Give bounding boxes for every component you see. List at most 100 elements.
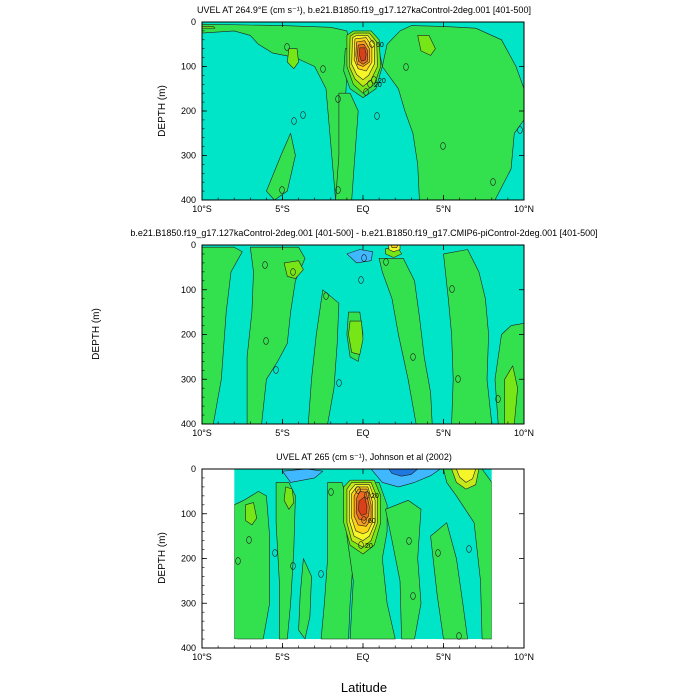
- y-tick-label: 0: [191, 17, 196, 27]
- y-tick-label: 0: [191, 240, 196, 250]
- contour-region-pos1: [443, 469, 493, 640]
- contour-region-neg1: [370, 469, 441, 488]
- y-tick-label: 400: [181, 643, 196, 653]
- contour-line-label-mark: [361, 254, 367, 262]
- contour-line-label-mark: [284, 43, 290, 51]
- plot-area: [202, 469, 524, 648]
- contour-line-label-mark: [371, 76, 377, 84]
- x-tick-label: 10°S: [192, 652, 212, 662]
- contour-line-label-mark: [364, 491, 370, 499]
- contour-line-label-mark: [290, 268, 296, 276]
- contour-line-label-mark: [272, 549, 278, 557]
- contour-line-label-mark: [318, 570, 324, 578]
- contour-line-label-mark: [369, 40, 375, 48]
- panel3-plot: 20 20 60 10°S 5°S EQ 5°N 10°N 0 100 200 300 400: [181, 464, 534, 662]
- contour-line-label-mark: [358, 541, 364, 549]
- contour-line-label-mark: [517, 126, 523, 134]
- x-tick-label: 10°N: [514, 204, 534, 214]
- y-tick-label: 100: [181, 285, 196, 295]
- contour-line-label-mark: [335, 186, 341, 194]
- y-tick-label: 0: [191, 464, 196, 474]
- contour-line-label-mark: [410, 353, 416, 361]
- panel2-title: b.e21.B1850.f19_g17.127kaControl-2deg.00…: [130, 228, 597, 238]
- contour-region-pos1: [233, 491, 270, 640]
- y-tick-label: 400: [181, 419, 196, 429]
- contour-line-label-mark: [490, 178, 496, 186]
- contour-region-pos5: [390, 245, 398, 248]
- contour-region-pos2: [417, 35, 436, 56]
- contour-line-label-mark: [435, 549, 441, 557]
- contour-region-pos2: [348, 320, 364, 355]
- contour-line-label-mark: [328, 488, 334, 496]
- contour-line-label-mark: [320, 65, 326, 73]
- contour-line-label-mark: [291, 117, 297, 125]
- contour-line-label-mark: [358, 276, 364, 284]
- contour-region-pos1: [307, 289, 340, 424]
- y-tick-label: 300: [181, 598, 196, 608]
- y-tick-label: 300: [181, 151, 196, 161]
- panel3-title: UVEL AT 265 (cm s⁻¹), Johnson et al (200…: [276, 452, 452, 462]
- y-tick-label: 100: [181, 62, 196, 72]
- contour-line-label-mark: [323, 292, 329, 300]
- y-tick-label: 300: [181, 374, 196, 384]
- contour-region-pos1: [385, 499, 422, 640]
- contour-line-label-mark: [300, 111, 306, 119]
- contour-line-label-mark: [355, 486, 361, 494]
- contour-region-pos1: [246, 246, 306, 424]
- contour-region-pos1: [298, 558, 312, 640]
- y-tick-label: 200: [181, 330, 196, 340]
- contour-line-label: 20: [365, 543, 373, 550]
- contour-region-neg2: [388, 469, 419, 477]
- panel3-ylabel: DEPTH (m): [157, 532, 168, 584]
- x-tick-label: 5°S: [275, 428, 290, 438]
- panel2-plot: 10°S 5°S EQ 5°N 10°N 0 100 200 300 400: [181, 240, 534, 438]
- figure-xlabel: Latitude: [341, 680, 387, 695]
- contour-region-pos1: [378, 258, 433, 424]
- contour-line-label-mark: [361, 516, 367, 524]
- x-tick-label: 10°N: [514, 652, 534, 662]
- contour-line-label: 20: [378, 78, 386, 85]
- contour-line-label-mark: [455, 375, 461, 383]
- contour-line-label-mark: [363, 88, 369, 96]
- x-tick-label: 5°N: [436, 204, 451, 214]
- contour-region-pos2: [283, 486, 295, 510]
- contour-line-label-mark: [374, 112, 380, 120]
- contour-region-missing: [491, 469, 524, 648]
- contour-line-label: 20: [374, 82, 382, 89]
- contour-line-label-mark: [466, 545, 472, 553]
- contour-line-label-mark: [449, 285, 455, 293]
- contour-region-pos4: [456, 469, 477, 483]
- contour-line-label: 60: [376, 42, 384, 49]
- contour-region-pos1: [430, 522, 468, 640]
- contour-region-pos2: [202, 26, 216, 29]
- contour-region-pos1: [266, 133, 296, 200]
- contour-line-label-mark: [263, 337, 269, 345]
- contour-line-label: 60: [368, 518, 376, 525]
- contour-line-label-mark: [440, 142, 446, 150]
- contour-line-label-mark: [335, 95, 341, 103]
- contour-line-label-mark: [383, 258, 389, 266]
- contour-region-pos1: [202, 23, 351, 200]
- contour-line-label-mark: [273, 366, 279, 374]
- plot-area: [202, 22, 524, 200]
- panel1-title: UVEL AT 264.9°E (cm s⁻¹), b.e21.B1850.f1…: [197, 5, 531, 15]
- y-tick-label: 100: [181, 509, 196, 519]
- contour-region-missing: [202, 469, 235, 648]
- contour-line-label-mark: [403, 63, 409, 71]
- x-tick-label: 5°S: [275, 204, 290, 214]
- contour-line-label-mark: [410, 592, 416, 600]
- contour-region-pos1: [335, 92, 359, 200]
- contour-region-pos8: [359, 47, 367, 62]
- contour-line-label-mark: [456, 632, 462, 640]
- x-tick-label: EQ: [356, 428, 369, 438]
- panel2-ylabel: DEPTH (m): [91, 308, 102, 360]
- contour-line-label-mark: [246, 536, 252, 544]
- y-tick-label: 400: [181, 195, 196, 205]
- contour-region-pos1: [202, 246, 243, 424]
- contour-region-pos2: [283, 260, 304, 279]
- x-tick-label: 5°N: [436, 428, 451, 438]
- contour-line-label-mark: [495, 395, 501, 403]
- contour-line-label-mark: [235, 557, 241, 565]
